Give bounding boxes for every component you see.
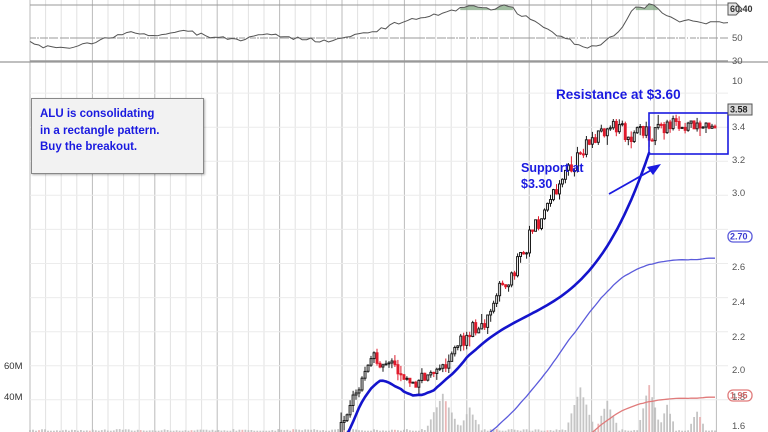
svg-text:60.40: 60.40 bbox=[730, 4, 753, 14]
svg-text:50: 50 bbox=[732, 33, 743, 44]
svg-text:1.6: 1.6 bbox=[732, 421, 745, 432]
svg-text:2.0: 2.0 bbox=[732, 365, 745, 376]
svg-text:2.6: 2.6 bbox=[732, 262, 745, 273]
svg-text:2.70: 2.70 bbox=[730, 232, 748, 242]
svg-text:3.2: 3.2 bbox=[732, 155, 745, 166]
svg-text:1.95: 1.95 bbox=[730, 391, 748, 401]
svg-text:3.4: 3.4 bbox=[732, 122, 745, 133]
svg-text:3.0: 3.0 bbox=[732, 188, 745, 199]
svg-text:10: 10 bbox=[732, 76, 743, 87]
svg-text:60M: 60M bbox=[4, 361, 23, 372]
svg-text:2.2: 2.2 bbox=[732, 332, 745, 343]
svg-text:2.4: 2.4 bbox=[732, 297, 745, 308]
svg-text:30: 30 bbox=[732, 56, 743, 67]
svg-text:40M: 40M bbox=[4, 392, 23, 403]
svg-text:3.58: 3.58 bbox=[730, 105, 748, 115]
